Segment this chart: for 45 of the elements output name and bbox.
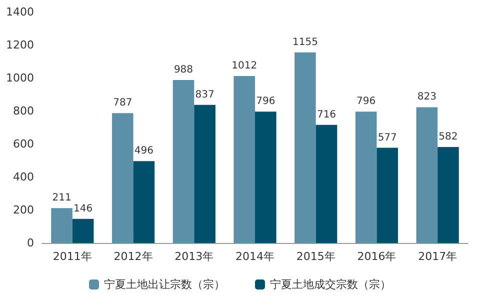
y-tick-label: 0 (27, 236, 34, 250)
x-tick-label: 2011年 (52, 250, 92, 263)
bar (133, 161, 155, 243)
y-tick-label: 800 (13, 104, 34, 118)
bar (172, 80, 194, 243)
x-tick-label: 2015年 (296, 250, 336, 263)
x-tick-label: 2013年 (174, 250, 214, 263)
legend-label: 宁夏土地成交宗数（宗） (270, 278, 391, 291)
data-label: 823 (417, 92, 436, 103)
bar (355, 112, 377, 243)
bar (416, 107, 438, 243)
bar (234, 76, 255, 243)
data-label: 496 (134, 146, 154, 157)
data-label: 1155 (292, 36, 318, 48)
bar (316, 124, 338, 243)
x-tick-label: 2014年 (236, 250, 274, 263)
y-tick-label: 1000 (6, 72, 34, 84)
data-label: 211 (52, 192, 72, 204)
bar (72, 218, 94, 243)
bar (376, 148, 398, 243)
bar (51, 208, 72, 243)
data-label: 146 (74, 203, 93, 214)
x-tick-label: 2017年 (418, 250, 458, 263)
bar (255, 112, 276, 243)
y-tick-label: 1400 (6, 6, 34, 18)
data-label: 787 (113, 98, 132, 109)
data-label: 1012 (232, 60, 258, 72)
x-tick-label: 2016年 (357, 250, 396, 263)
bar (438, 146, 459, 243)
bar (194, 104, 216, 243)
bar (294, 52, 316, 243)
data-label: 796 (356, 96, 376, 108)
data-label: 577 (378, 132, 397, 144)
y-tick-label: 200 (13, 204, 34, 216)
data-label: 796 (256, 96, 276, 108)
y-tick-label: 400 (13, 170, 34, 184)
data-label: 582 (438, 131, 458, 142)
legend-label: 宁夏土地出让宗数（宗） (104, 278, 225, 291)
y-tick-label: 1200 (6, 38, 34, 52)
x-tick-label: 2012年 (114, 250, 153, 263)
data-label: 837 (195, 89, 214, 100)
data-label: 988 (174, 64, 194, 76)
data-label: 716 (316, 109, 336, 120)
y-tick-label: 600 (13, 138, 34, 150)
bar (112, 113, 134, 243)
